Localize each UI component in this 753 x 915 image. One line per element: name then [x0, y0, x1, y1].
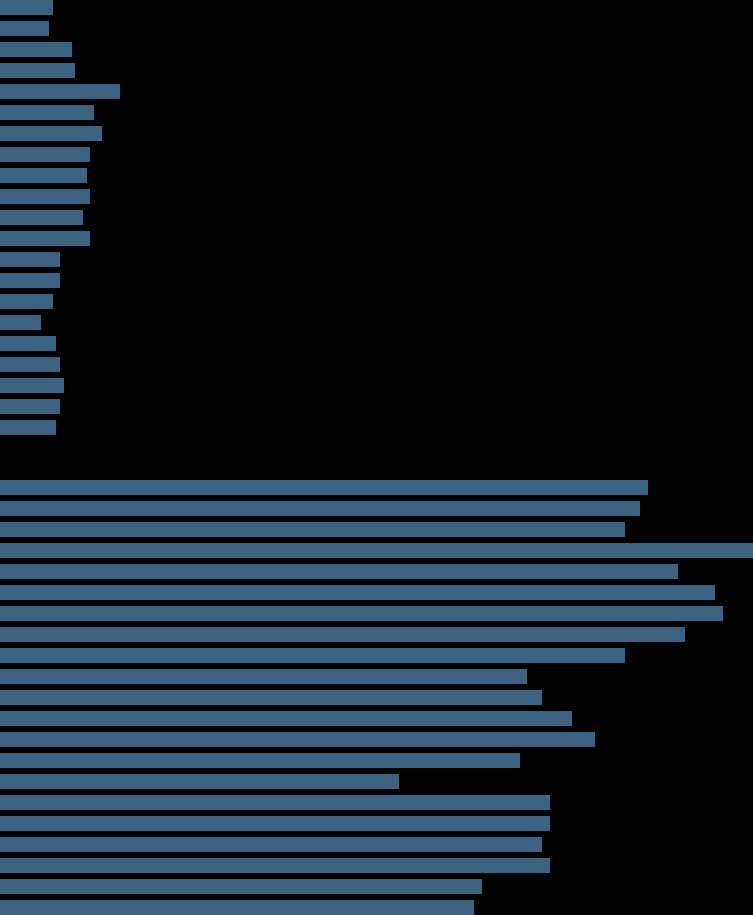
bar — [0, 501, 640, 516]
bar — [0, 711, 572, 726]
bar — [0, 522, 625, 537]
bar — [0, 84, 120, 99]
bar — [0, 837, 542, 852]
bar — [0, 357, 60, 372]
bar — [0, 753, 520, 768]
bar — [0, 900, 474, 915]
bar — [0, 795, 550, 810]
bar — [0, 816, 550, 831]
bar-chart — [0, 0, 753, 901]
bar — [0, 627, 685, 642]
bar — [0, 585, 715, 600]
bar — [0, 336, 56, 351]
bar — [0, 273, 60, 288]
bar — [0, 252, 60, 267]
bar — [0, 21, 49, 36]
bar — [0, 315, 41, 330]
bar — [0, 669, 527, 684]
bar — [0, 480, 648, 495]
bar — [0, 690, 542, 705]
bar — [0, 399, 60, 414]
bar — [0, 147, 90, 162]
bar — [0, 732, 595, 747]
bar — [0, 774, 399, 789]
bar — [0, 543, 753, 558]
bar — [0, 168, 87, 183]
bar — [0, 879, 482, 894]
bar — [0, 189, 90, 204]
bar — [0, 42, 72, 57]
bar — [0, 858, 550, 873]
bar — [0, 564, 678, 579]
bar — [0, 0, 53, 15]
bar — [0, 210, 83, 225]
bar — [0, 606, 723, 621]
bar — [0, 420, 56, 435]
bar — [0, 126, 102, 141]
bar — [0, 648, 625, 663]
bar — [0, 378, 64, 393]
bar — [0, 294, 53, 309]
bar — [0, 63, 75, 78]
bar — [0, 231, 90, 246]
bar — [0, 105, 94, 120]
